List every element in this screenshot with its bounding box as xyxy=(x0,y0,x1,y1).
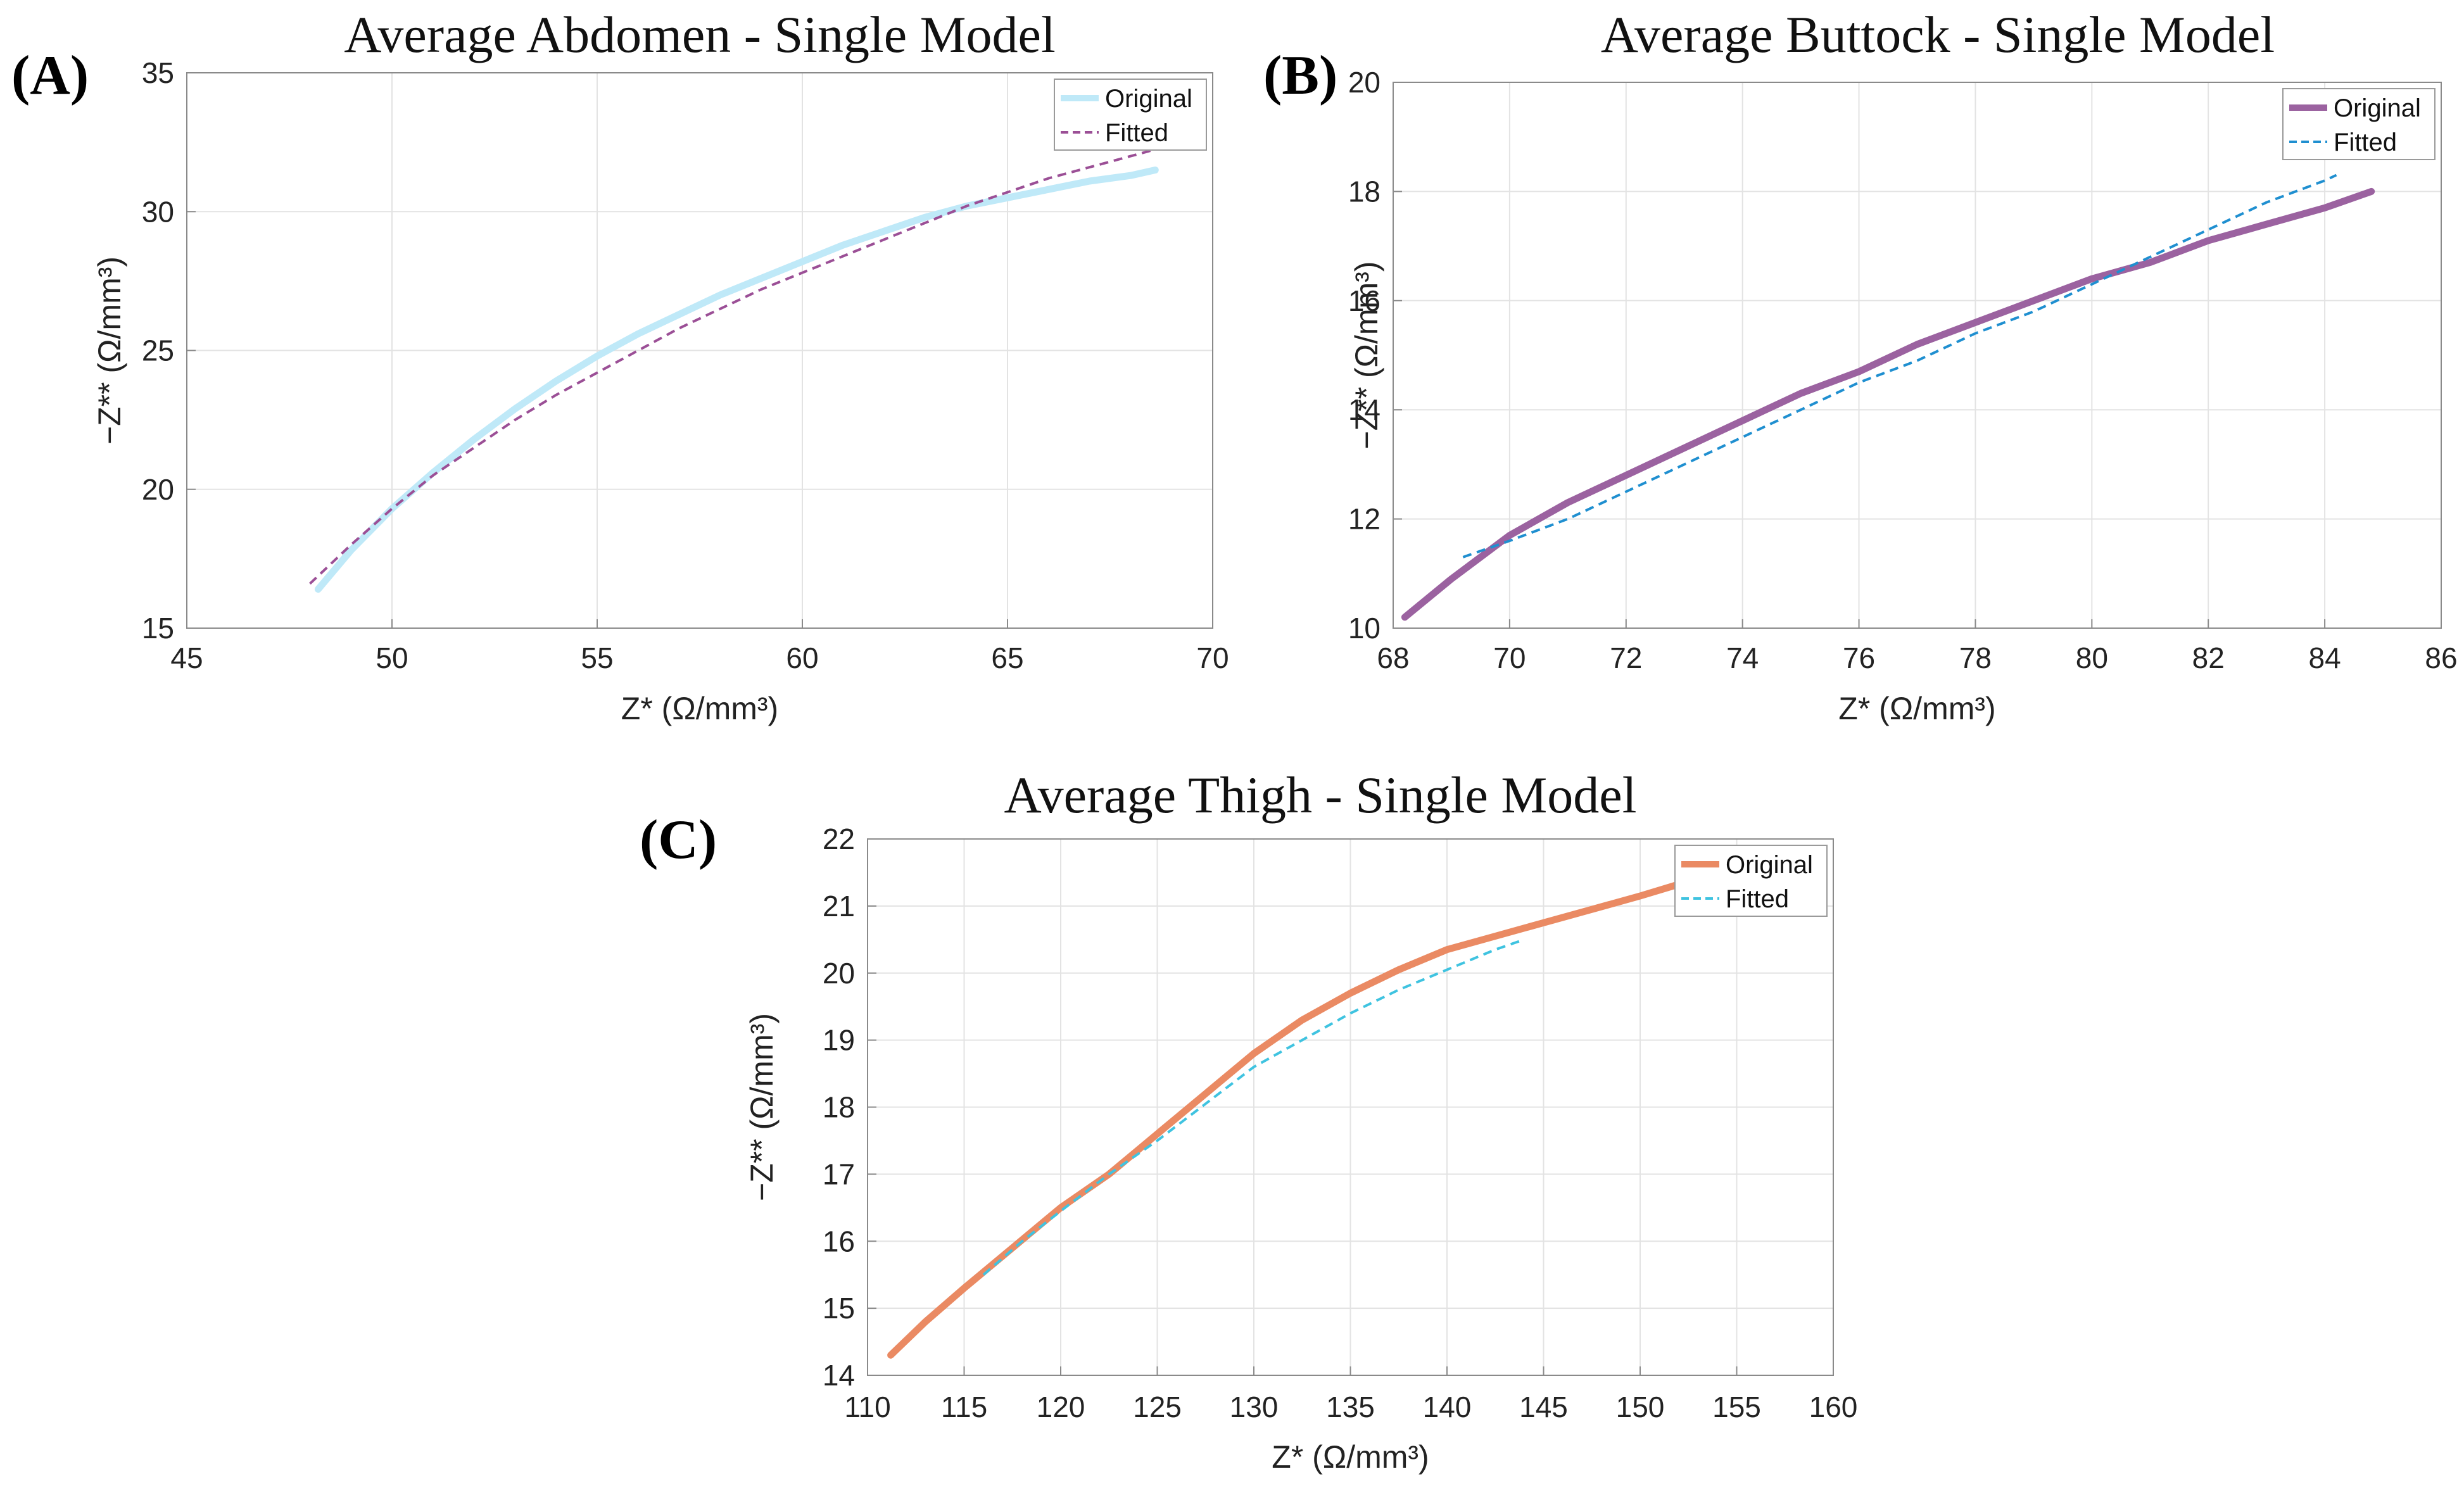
plot-frame xyxy=(1393,82,2442,629)
y-tick-label: 16 xyxy=(823,1225,855,1258)
x-tick-label: 76 xyxy=(1843,641,1875,674)
y-tick-label: 30 xyxy=(142,195,174,228)
y-tick-label: 12 xyxy=(1348,503,1380,536)
y-tick-label: 10 xyxy=(1348,612,1380,645)
x-tick-label: 145 xyxy=(1519,1390,1568,1423)
panel-label: (B) xyxy=(1263,45,1337,106)
legend-box xyxy=(1674,845,1828,917)
y-tick-label: 17 xyxy=(823,1157,855,1190)
panel-label: (A) xyxy=(11,45,89,106)
x-tick-label: 65 xyxy=(991,641,1023,674)
series-line-fitted xyxy=(982,938,1525,1276)
x-tick-label: 55 xyxy=(581,641,613,674)
x-tick-label: 84 xyxy=(2309,641,2341,674)
chart-panel-2: (B) Average Buttock - Single Model 68 70 72 7… xyxy=(1263,6,2458,726)
y-tick-label: 15 xyxy=(823,1292,855,1325)
x-tick-label: 155 xyxy=(1712,1390,1761,1423)
chart-panel-1: (A) Average Abdomen - Single Model 45 50 55 6… xyxy=(11,6,1229,726)
x-tick-label: 68 xyxy=(1377,641,1409,674)
x-tick-label: 50 xyxy=(376,641,408,674)
series-line-original xyxy=(314,167,1159,593)
y-tick-label: 18 xyxy=(823,1091,855,1124)
legend: Original Fitted xyxy=(1674,845,1828,917)
x-tick-label: 80 xyxy=(2076,641,2108,674)
y-tick-label: 15 xyxy=(142,612,174,645)
y-axis-label: −Z** (Ω/mm³) xyxy=(744,1013,780,1201)
y-tick-label: 18 xyxy=(1348,175,1380,208)
x-tick-label: 72 xyxy=(1610,641,1642,674)
y-tick-label: 25 xyxy=(142,334,174,367)
plot-area xyxy=(1393,82,2441,628)
y-tick-label: 14 xyxy=(823,1359,855,1392)
y-tick-label: 20 xyxy=(142,473,174,506)
x-tick-label: 110 xyxy=(844,1390,890,1423)
y-tick-label: 35 xyxy=(142,56,174,89)
y-tick-label: 20 xyxy=(1348,66,1380,99)
series-line-fitted xyxy=(1462,173,2337,558)
legend-label: Original xyxy=(1726,851,1813,879)
x-tick-label: 78 xyxy=(1959,641,1992,674)
y-tick-label: 19 xyxy=(823,1024,855,1057)
x-tick-label: 130 xyxy=(1230,1390,1279,1423)
y-tick-label: 16 xyxy=(1348,284,1380,317)
y-tick-label: 20 xyxy=(823,957,855,990)
x-tick-label: 45 xyxy=(170,641,203,674)
x-tick-label: 60 xyxy=(786,641,818,674)
legend-label: Original xyxy=(1105,85,1192,113)
x-tick-label: 70 xyxy=(1196,641,1229,674)
legend-label: Fitted xyxy=(1105,119,1168,147)
x-tick-label: 115 xyxy=(941,1390,987,1423)
y-tick-label: 22 xyxy=(823,823,855,855)
chart-panel-3: (C) Average Thigh - Single Model 110 115 120… xyxy=(640,766,1857,1475)
chart-title: Average Abdomen - Single Model xyxy=(344,6,1055,63)
panel-label: (C) xyxy=(640,809,717,871)
legend-label: Original xyxy=(2334,94,2421,122)
x-tick-label: 160 xyxy=(1809,1390,1858,1423)
chart-title: Average Buttock - Single Model xyxy=(1601,6,2275,63)
x-axis-label: Z* (Ω/mm³) xyxy=(1272,1439,1429,1475)
legend: Original Fitted xyxy=(1054,79,1207,151)
series-line-original xyxy=(887,879,1688,1359)
series-line-original xyxy=(1401,187,2375,621)
y-tick-label: 14 xyxy=(1348,393,1380,426)
x-axis-label: Z* (Ω/mm³) xyxy=(621,691,778,726)
x-axis-label: Z* (Ω/mm³) xyxy=(1838,691,1995,726)
legend-box xyxy=(2282,88,2436,160)
y-axis-label: −Z** (Ω/mm³) xyxy=(92,256,127,445)
x-tick-label: 70 xyxy=(1493,641,1526,674)
x-tick-label: 135 xyxy=(1326,1390,1375,1423)
x-tick-label: 82 xyxy=(2192,641,2225,674)
x-tick-label: 140 xyxy=(1423,1390,1472,1423)
x-tick-label: 150 xyxy=(1616,1390,1665,1423)
legend-label: Fitted xyxy=(1726,885,1789,913)
y-tick-label: 21 xyxy=(823,890,855,923)
legend-label: Fitted xyxy=(2334,129,2397,156)
x-tick-label: 125 xyxy=(1133,1390,1182,1423)
chart-title: Average Thigh - Single Model xyxy=(1004,766,1637,824)
x-tick-label: 86 xyxy=(2425,641,2457,674)
x-tick-label: 120 xyxy=(1037,1390,1085,1423)
x-tick-label: 74 xyxy=(1726,641,1759,674)
y-axis-label: −Z** (Ω/mm³) xyxy=(1349,261,1384,449)
legend-box xyxy=(1054,79,1207,151)
legend: Original Fitted xyxy=(2282,88,2436,160)
